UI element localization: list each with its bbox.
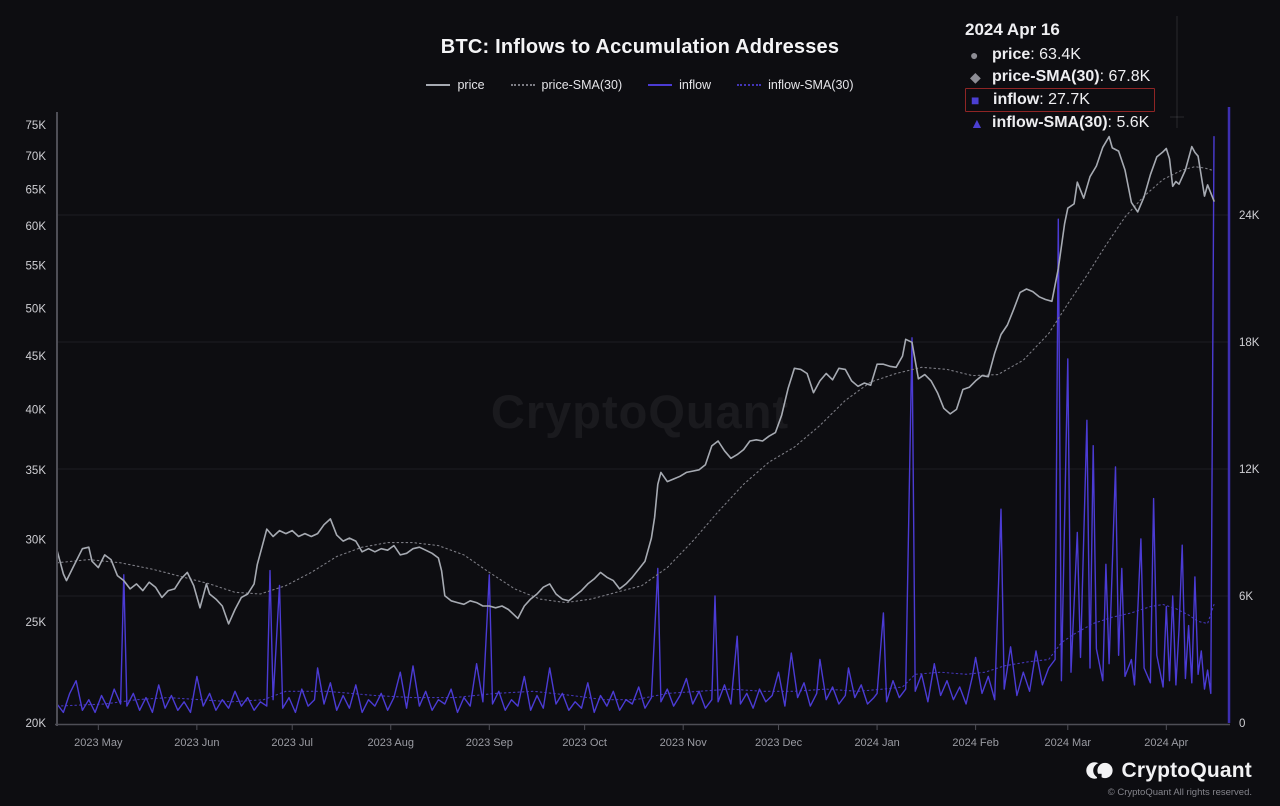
inflow-axis-tick-label: 18K [1239,337,1260,349]
legend-item-price-sma[interactable]: price-SMA(30) [510,78,622,92]
tooltip-price-sma-value: 67.8K [1108,68,1151,85]
inflow-line-swatch-icon [648,84,673,86]
price-axis-tick-label: 35K [26,465,47,477]
tooltip-row-inflow-sma: ▲ inflow-SMA(30): 5.6K [970,114,1150,131]
x-tick-label: 2024 Jan [854,737,899,749]
left-axis-labels: 75K 70K 65K 60K 55K 50K 45K 40K 35K 30K 25K 20K [26,120,47,730]
inflow-axis-tick-label: 24K [1239,210,1260,222]
legend: price price-SMA(30) inflow inflow-SMA(30… [0,78,1280,92]
x-tick-label: 2023 Dec [755,737,803,749]
tooltip-row-price-sma: ◆ price-SMA(30): 67.8K [970,68,1151,85]
series-inflow-sma30 [56,603,1215,707]
price-axis-tick-label: 45K [26,351,47,363]
tooltip-inflow-value: 27.7K [1048,91,1090,108]
cryptoquant-logo-icon [1086,762,1114,779]
legend-item-inflow-sma[interactable]: inflow-SMA(30) [737,78,854,92]
circle-icon: ● [970,47,979,63]
x-tick-label: 2023 Aug [368,737,415,749]
right-axis-labels: 24K 18K 12K 6K 0 [1239,210,1260,730]
page-title: BTC: Inflows to Accumulation Addresses [440,36,840,58]
tooltip-row-price: ● price: 63.4K [970,46,1081,63]
footer-branding: CryptoQuant © CryptoQuant All rights res… [1086,757,1252,798]
x-tick-label: 2023 Jun [174,737,219,749]
tooltip-price-value: 63.4K [1039,46,1081,63]
inflow-sma-line-swatch-icon [737,84,762,86]
series-inflow [56,135,1215,714]
tooltip-inflow-sma-value: 5.6K [1116,114,1150,131]
price-axis-tick-label: 70K [26,151,47,163]
price-axis-tick-label: 75K [26,120,47,132]
x-tick-label: 2023 Nov [660,737,708,749]
series-lines [56,135,1215,714]
copyright-text: © CryptoQuant All rights reserved. [1107,787,1252,798]
x-axis-labels: 2023 May 2023 Jun 2023 Jul 2023 Aug 2023 Sep… [74,725,1189,749]
x-tick-label: 2023 Sep [466,737,513,749]
gridlines [57,214,1229,597]
x-tick-label: 2023 May [74,737,123,749]
square-icon: ■ [971,92,980,108]
x-tick-label: 2024 Feb [952,737,998,749]
price-axis-tick-label: 25K [26,617,47,629]
legend-item-price[interactable]: price [426,78,485,92]
price-axis-tick-label: 20K [26,718,47,730]
legend-item-inflow[interactable]: inflow [648,78,711,92]
price-sma-line-swatch-icon [510,84,535,86]
diamond-icon: ◆ [970,69,981,85]
triangle-icon: ▲ [970,115,984,131]
hover-crosshair [1170,16,1184,128]
brand-name: CryptoQuant [1121,758,1252,782]
inflow-axis-tick-label: 12K [1239,464,1260,476]
price-axis-tick-label: 50K [26,303,47,315]
tooltip-date: 2024 Apr 16 [965,20,1060,39]
series-price [56,135,1215,625]
hover-tooltip: 2024 Apr 16 ● price: 63.4K ◆ price-SMA(3… [963,20,1156,134]
series-price-sma30 [56,166,1215,604]
axes [55,107,1231,726]
inflow-axis-tick-label: 6K [1239,591,1253,603]
x-tick-label: 2024 Mar [1045,737,1092,749]
inflow-axis-tick-label: 0 [1239,718,1245,730]
price-axis-tick-label: 60K [26,221,47,233]
price-axis-tick-label: 40K [26,404,47,416]
tooltip-row-inflow-highlighted: ■ inflow: 27.7K [965,88,1156,112]
price-axis-tick-label: 55K [26,260,47,272]
x-tick-label: 2024 Apr [1144,737,1188,749]
price-line-swatch-icon [426,84,451,86]
price-axis-tick-label: 30K [26,535,47,547]
x-tick-label: 2023 Jul [271,737,313,749]
price-axis-tick-label: 65K [26,185,47,197]
x-tick-label: 2023 Oct [562,737,607,749]
